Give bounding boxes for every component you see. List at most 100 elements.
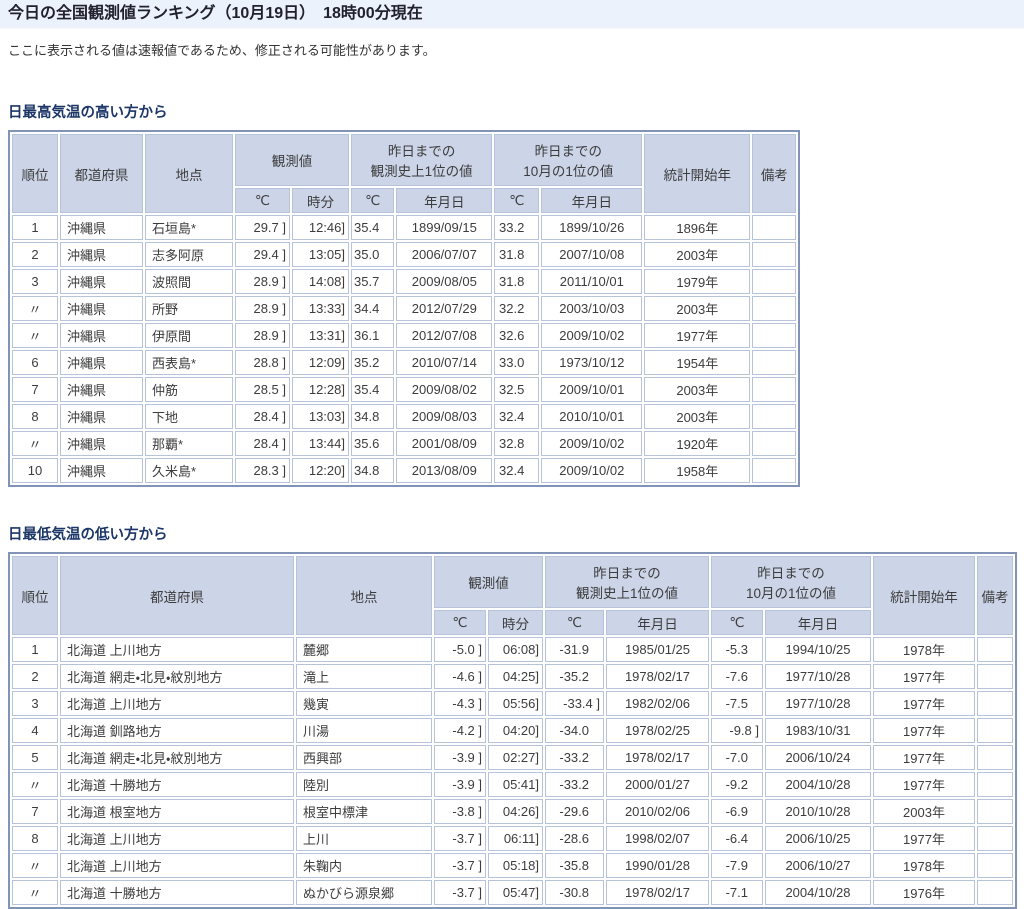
start-year-cell: 2003年 [873,799,975,824]
remarks-cell [752,269,797,294]
observed-temp-cell: 28.8 ] [235,350,290,375]
remarks-cell [752,242,797,267]
oct-record-temp-cell: -5.3 [711,637,763,662]
station-cell: 幾寅 [296,691,432,716]
observed-temp-cell: -4.6 ] [434,664,486,689]
oct-record-temp-cell: 33.2 [494,215,540,240]
oct-record-date-cell: 2010/10/28 [765,799,871,824]
record-date-cell: 2012/07/29 [396,296,493,321]
remarks-cell [977,637,1013,662]
start-year-cell: 1977年 [873,664,975,689]
max-temp-table-body: 1 沖縄県 石垣島* 29.7 ] 12:46] 35.4 1899/09/15 33.2 18… [12,215,797,483]
oct-record-date-cell: 1983/10/31 [765,718,871,743]
station-cell: 西表島* [145,350,233,375]
prefecture-cell: 沖縄県 [60,269,143,294]
oct-record-date-cell: 1977/10/28 [765,691,871,716]
start-year-cell: 2003年 [644,296,751,321]
station-cell: 所野 [145,296,233,321]
record-date-cell: 1899/09/15 [396,215,493,240]
min-temp-table: 順位 都道府県 地点 観測値 昨日までの 観測史上1位の値 昨日までの 10月の1位… [8,552,1017,909]
start-year-cell: 2003年 [644,377,751,402]
min-temp-section: 日最低気温の低い方から 順位 都道府県 地点 観測値 昨日までの 観測史上1位の値… [8,523,1024,909]
record-temp-cell: -30.8 [545,880,604,905]
table-row: 7 北海道 根室地方 根室中標津 -3.8 ] 04:26] -29.6 2010/02/0… [12,799,1013,824]
table-row: 2 北海道 網走・北見・紋別地方 滝上 -4.6 ] 04:25] -35.2 1978/0… [12,664,1013,689]
col-header-remarks: 備考 [977,556,1013,635]
prefecture-cell: 北海道 十勝地方 [60,772,294,797]
start-year-cell: 1958年 [644,458,751,483]
station-cell: 川湯 [296,718,432,743]
prefecture-cell: 沖縄県 [60,350,143,375]
table-row: 8 北海道 上川地方 上川 -3.7 ] 06:11] -28.6 1998/02/07 -6… [12,826,1013,851]
observed-temp-cell: 28.9 ] [235,296,290,321]
rank-cell: 〃 [12,853,58,878]
observed-time-cell: 13:33] [292,296,349,321]
observed-temp-cell: 28.4 ] [235,404,290,429]
col-header-observed: 観測値 [235,134,349,186]
start-year-cell: 1979年 [644,269,751,294]
table-row: 10 沖縄県 久米島* 28.3 ] 12:20] 34.8 2013/08/09 32.4 2… [12,458,797,483]
record-date-cell: 2010/02/06 [606,799,709,824]
oct-record-date-cell: 2006/10/27 [765,853,871,878]
prefecture-cell: 沖縄県 [60,323,143,348]
start-year-cell: 1976年 [873,880,975,905]
oct-record-temp-cell: -6.4 [711,826,763,851]
remarks-cell [977,745,1013,770]
oct-record-date-cell: 2009/10/02 [541,323,643,348]
station-cell: ぬかびら源泉郷 [296,880,432,905]
remarks-cell [752,377,797,402]
oct-record-temp-cell: 31.8 [494,242,540,267]
observed-time-cell: 14:08] [292,269,349,294]
rank-cell: 8 [12,826,58,851]
col-header-remarks: 備考 [752,134,797,213]
prefecture-cell: 北海道 網走・北見・紋別地方 [60,745,294,770]
col-header-date: 年月日 [396,188,493,213]
col-header-station: 地点 [296,556,432,635]
table-row: 〃沖縄県 所野 28.9 ] 13:33] 34.4 2012/07/29 32.2 2003… [12,296,797,321]
col-header-start-year: 統計開始年 [873,556,975,635]
prefecture-cell: 沖縄県 [60,431,143,456]
observed-temp-cell: 28.3 ] [235,458,290,483]
prefecture-cell: 沖縄県 [60,296,143,321]
observed-temp-cell: -4.2 ] [434,718,486,743]
record-date-cell: 1998/02/07 [606,826,709,851]
station-cell: 志多阿原 [145,242,233,267]
start-year-cell: 1896年 [644,215,751,240]
observed-time-cell: 12:20] [292,458,349,483]
observed-temp-cell: -3.8 ] [434,799,486,824]
station-cell: 根室中標津 [296,799,432,824]
col-header-record-oct: 昨日までの 10月の1位の値 [494,134,643,186]
start-year-cell: 2003年 [644,404,751,429]
record-temp-cell: -35.8 [545,853,604,878]
start-year-cell: 1977年 [873,772,975,797]
observed-temp-cell: 28.5 ] [235,377,290,402]
record-temp-cell: -33.2 [545,745,604,770]
prefecture-cell: 北海道 上川地方 [60,637,294,662]
table-row: 8 沖縄県 下地 28.4 ] 13:03] 34.8 2009/08/03 32.4 2010… [12,404,797,429]
observed-time-cell: 12:09] [292,350,349,375]
start-year-cell: 1977年 [644,323,751,348]
prefecture-cell: 北海道 釧路地方 [60,718,294,743]
record-date-cell: 2012/07/08 [396,323,493,348]
record-temp-cell: 35.0 [351,242,395,267]
oct-record-date-cell: 2007/10/08 [541,242,643,267]
oct-record-temp-cell: -7.1 [711,880,763,905]
oct-record-temp-cell: 32.4 [494,404,540,429]
prefecture-cell: 北海道 上川地方 [60,691,294,716]
col-header-record-oct: 昨日までの 10月の1位の値 [711,556,871,608]
col-header-rank: 順位 [12,134,58,213]
record-temp-cell: 34.8 [351,404,395,429]
rank-cell: 1 [12,215,58,240]
table-row: 〃北海道 十勝地方 ぬかびら源泉郷 -3.7 ] 05:47] -30.8 1978/02… [12,880,1013,905]
prefecture-cell: 沖縄県 [60,377,143,402]
oct-record-date-cell: 2003/10/03 [541,296,643,321]
rank-cell: 1 [12,637,58,662]
record-temp-cell: -28.6 [545,826,604,851]
table-row: 1 北海道 上川地方 麓郷 -5.0 ] 06:08] -31.9 1985/01/25 -5… [12,637,1013,662]
record-date-cell: 1978/02/25 [606,718,709,743]
station-cell: 下地 [145,404,233,429]
observed-time-cell: 04:25] [488,664,543,689]
record-date-cell: 2009/08/02 [396,377,493,402]
prefecture-cell: 北海道 上川地方 [60,853,294,878]
rank-cell: 8 [12,404,58,429]
